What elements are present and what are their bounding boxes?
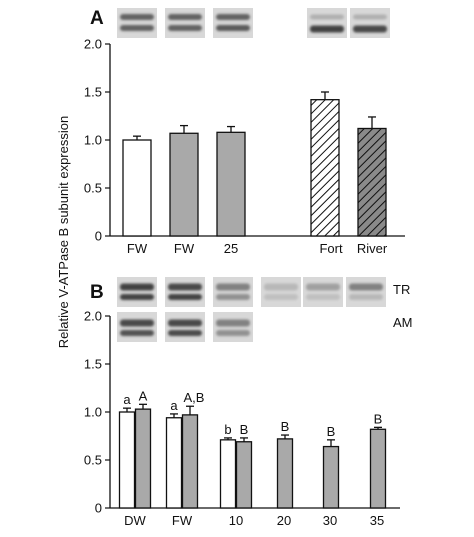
panel-b-category-label: 35 (370, 513, 384, 528)
panel-b-y-tick-label: 2.0 (84, 309, 102, 324)
panel-a-category-label: FW (174, 241, 195, 256)
panel-b-bar (369, 428, 387, 509)
panel-b-y-tick-label: 0 (95, 501, 102, 516)
blot-lane (213, 8, 253, 38)
panel-a-y-tick-label: 0 (95, 229, 102, 244)
blot-lane (165, 277, 205, 307)
panel-b-bar (276, 438, 294, 509)
blot-label-am: AM (393, 315, 413, 330)
panel-a-category-label: 25 (224, 241, 238, 256)
panel-a-western-blots (117, 8, 390, 38)
panel-a-y-tick-label: 1.0 (84, 133, 102, 148)
panel-a-y-tick-label: 0.5 (84, 181, 102, 196)
panel-b-y-tick-label: 1.0 (84, 405, 102, 420)
panel-b-category-label: 10 (229, 513, 243, 528)
blot-lane (117, 277, 157, 307)
panel-b-significance-letter: a (123, 392, 131, 407)
panel-a-chart: 0 0.5 1.0 1.5 2.0 FW FW 25 Fort River (84, 37, 405, 256)
panel-b-significance-letter: a (170, 398, 178, 413)
panel-b-category-label: 20 (277, 513, 291, 528)
y-axis-label: Relative V-ATPase B subunit expression (56, 116, 71, 348)
panel-b-bar (181, 414, 199, 509)
blot-lane (213, 312, 253, 342)
panel-a-bar (216, 131, 246, 237)
panel-b-significance-letter: B (281, 419, 290, 434)
panel-b-significance-letter: B (374, 411, 383, 426)
blot-lane (261, 277, 301, 307)
panel-b-y-tick-label: 1.5 (84, 357, 102, 372)
blot-label-tr: TR (393, 282, 410, 297)
panel-b-significance-letter: A,B (184, 390, 205, 405)
panel-b-significance-letter: b (224, 422, 231, 437)
panel-b-chart: 0 0.5 1.0 1.5 2.0 a a b A A,B B B B B DW FW 10 20 30 35 (84, 309, 400, 528)
panel-a-y-tick-label: 2.0 (84, 37, 102, 52)
panel-b-category-label: FW (172, 513, 193, 528)
panel-b-category-label: DW (124, 513, 146, 528)
panel-a-bar (310, 99, 340, 237)
panel-b-significance-letter: B (240, 422, 249, 437)
blot-lane (165, 312, 205, 342)
panel-b-western-blots (117, 277, 386, 342)
panel-a-y-tick-label: 1.5 (84, 85, 102, 100)
panel-b-letter: B (90, 282, 104, 303)
panel-a-letter: A (90, 8, 104, 29)
panel-b-bar (165, 417, 183, 509)
panel-b-bar (134, 408, 152, 509)
panel-a-category-label: FW (127, 241, 148, 256)
blot-lane (346, 277, 386, 307)
panel-b-significance-letter: B (327, 424, 336, 439)
blot-lane (117, 8, 157, 38)
panel-b-significance-letter: A (139, 388, 148, 403)
panel-b-category-label: 30 (323, 513, 337, 528)
panel-b-bar (118, 411, 136, 509)
panel-a-bar (169, 132, 199, 237)
panel-b-bar (219, 439, 237, 509)
blot-lane (117, 312, 157, 342)
blot-lane (303, 277, 343, 307)
panel-a-bar (357, 127, 387, 237)
panel-a-category-label: River (357, 241, 388, 256)
panel-b-y-tick-label: 0.5 (84, 453, 102, 468)
blot-lane (350, 8, 390, 38)
blot-lane (213, 277, 253, 307)
blot-lane (165, 8, 205, 38)
panel-b-bar (322, 445, 340, 509)
blot-lane (307, 8, 347, 38)
panel-b-bar (235, 441, 253, 509)
panel-a-category-label: Fort (319, 241, 343, 256)
panel-a-bar (122, 139, 152, 237)
